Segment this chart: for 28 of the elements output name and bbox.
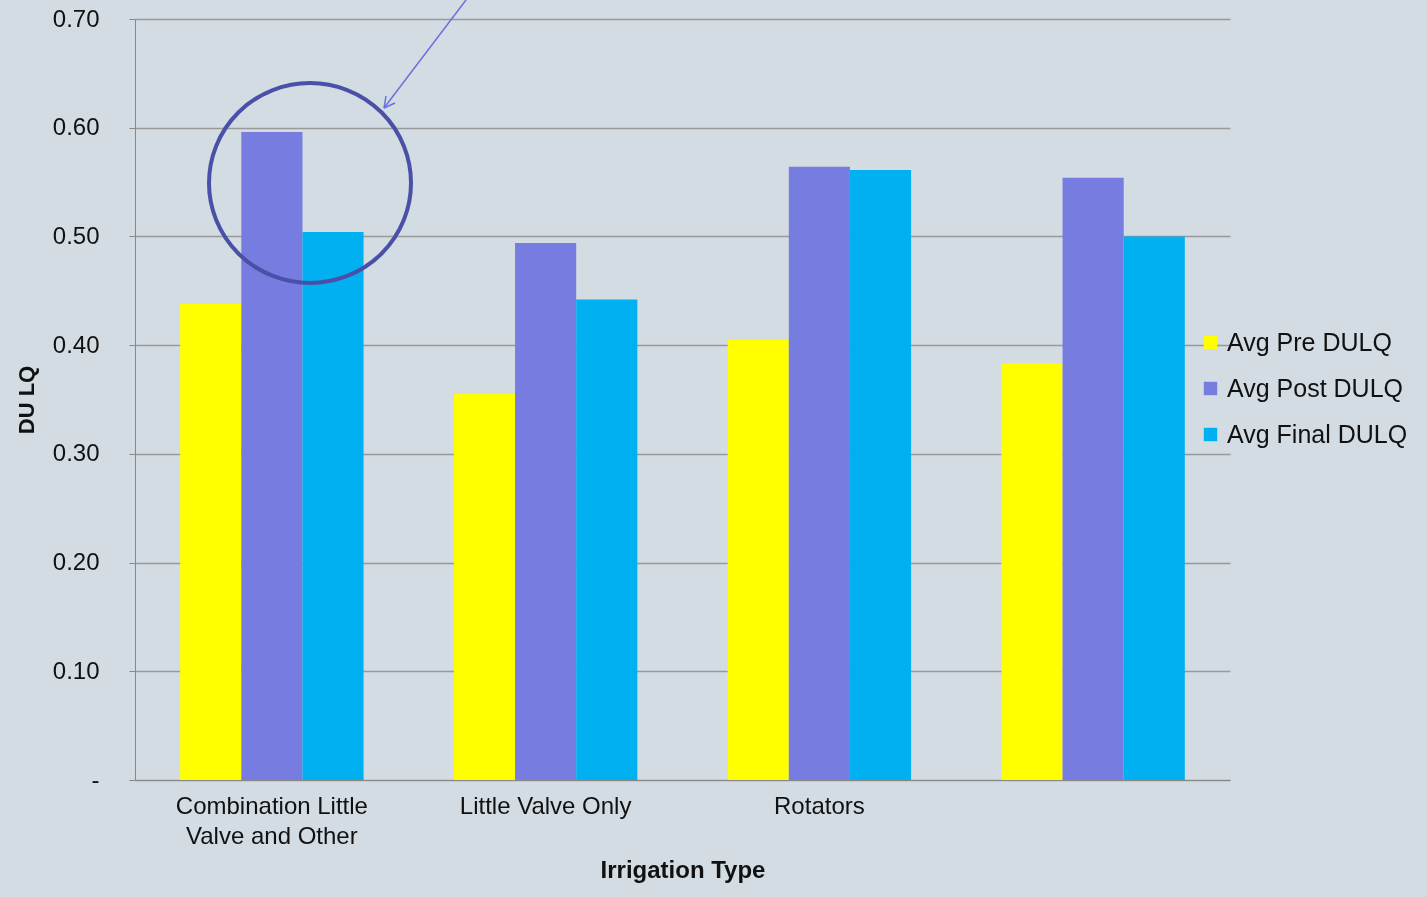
bar: [180, 303, 242, 780]
y-tick-label: -: [91, 765, 100, 793]
bar: [788, 166, 850, 780]
legend-label: Avg Post DULQ: [1227, 373, 1404, 402]
y-axis-title: DU LQ: [13, 365, 39, 435]
bar: [1123, 236, 1185, 780]
y-tick-label: 0.50: [52, 221, 100, 249]
bar: [241, 132, 303, 780]
bar: [1001, 363, 1063, 780]
y-tick-label: 0.60: [52, 113, 100, 141]
bar: [1062, 177, 1124, 780]
legend-label: Avg Pre DULQ: [1227, 327, 1392, 356]
y-tick-label: 0.10: [52, 656, 100, 684]
bar: [453, 394, 516, 780]
x-tick-label: Little Valve Only: [459, 791, 632, 819]
x-tick-label: Combination Little Valve and Other: [175, 791, 368, 849]
y-tick-label: 0.70: [52, 4, 100, 32]
bar: [302, 232, 364, 780]
bar: [515, 242, 577, 780]
y-tick-label: 0.30: [52, 439, 100, 467]
y-tick-label: 0.40: [52, 330, 100, 358]
x-tick-label: Rotators: [774, 791, 865, 819]
bar: [576, 299, 638, 780]
legend-label: Avg Final DULQ: [1227, 419, 1408, 448]
y-tick-label: 0.20: [52, 548, 100, 576]
x-axis-title: Irrigation Type: [600, 855, 766, 883]
bar: [727, 339, 789, 780]
bar: [849, 170, 912, 780]
